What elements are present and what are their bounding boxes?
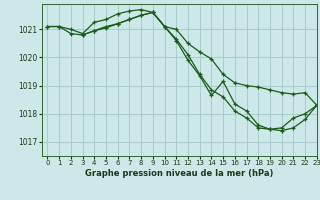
X-axis label: Graphe pression niveau de la mer (hPa): Graphe pression niveau de la mer (hPa) — [85, 169, 273, 178]
